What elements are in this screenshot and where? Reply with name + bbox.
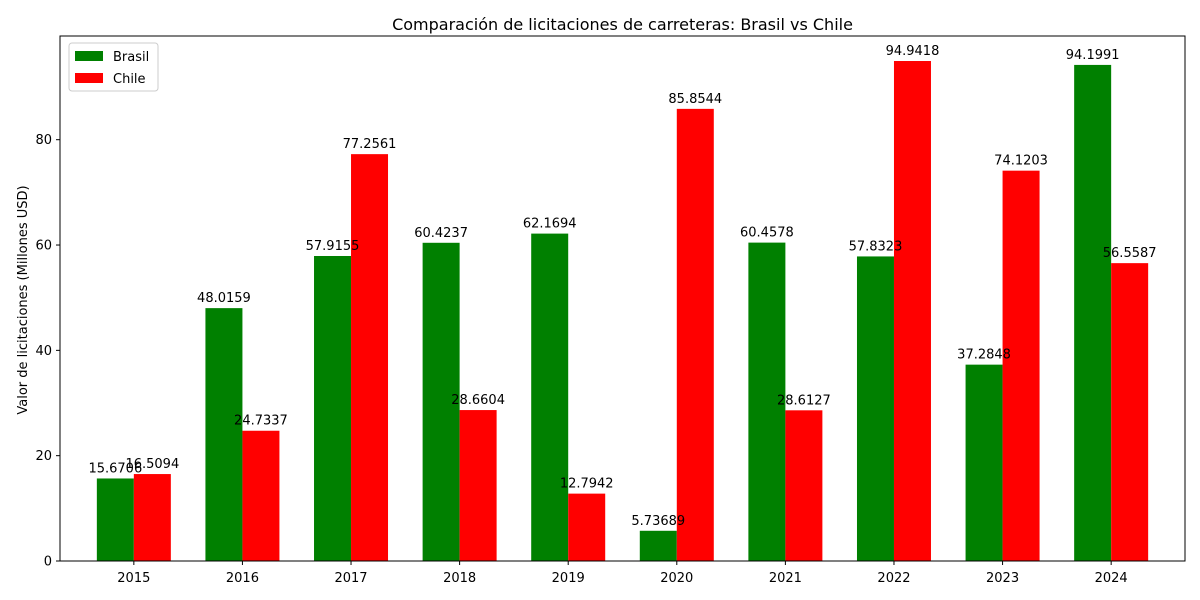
x-tick-label-2020: 2020 (660, 571, 693, 586)
axes-layer: 2015 2016 2017 2018 2019 2020 2021 2022 2023 2024… (35, 35, 1186, 586)
data-label-chile-2017: 77.2561 (343, 137, 397, 152)
y-tick-label-60: 60 (35, 239, 52, 254)
data-label-chile-2020: 85.8544 (668, 92, 722, 107)
bar-brasil-2023 (965, 364, 1003, 561)
data-label-chile-2022: 94.9418 (886, 44, 940, 59)
bar-chile-2018 (459, 410, 497, 561)
bar-brasil-2024 (1074, 64, 1112, 561)
data-label-brasil-2017: 57.9155 (306, 239, 360, 254)
data-label-chile-2023: 74.1203 (994, 154, 1048, 169)
x-tick-label-2024: 2024 (1095, 571, 1128, 586)
y-tick-label-80: 80 (35, 133, 52, 148)
data-label-brasil-2021: 60.4578 (740, 226, 794, 241)
x-tick-label-2023: 2023 (986, 571, 1019, 586)
bar-chile-2016 (242, 430, 280, 561)
data-label-chile-2019: 12.7942 (560, 477, 614, 492)
y-tick-label-20: 20 (35, 449, 52, 464)
bar-chile-2024 (1111, 263, 1149, 561)
data-label-chile-2021: 28.6127 (777, 393, 831, 408)
y-axis-title: Valor de licitaciones (Millones USD) (16, 185, 31, 414)
legend-label-chile: Chile (113, 72, 146, 87)
data-label-chile-2024: 56.5587 (1103, 246, 1157, 261)
bar-brasil-2017 (314, 255, 352, 562)
chart-title: Comparación de licitaciones de carretera… (392, 15, 853, 34)
x-tick-label-2015: 2015 (117, 571, 150, 586)
y-tick-label-0: 0 (44, 555, 52, 570)
data-label-chile-2015: 16.5094 (125, 457, 179, 472)
x-tick-label-2017: 2017 (334, 571, 367, 586)
bar-brasil-2022 (856, 256, 894, 561)
bar-chile-2020 (676, 108, 714, 561)
data-label-brasil-2020: 5.73689 (631, 514, 685, 529)
legend-label-brasil: Brasil (113, 50, 149, 65)
data-label-brasil-2023: 37.2848 (957, 348, 1011, 363)
data-label-chile-2018: 28.6604 (451, 393, 505, 408)
x-tick-label-2018: 2018 (443, 571, 476, 586)
x-tick-label-2022: 2022 (877, 571, 910, 586)
x-tick-label-2021: 2021 (769, 571, 802, 586)
bar-brasil-2015 (96, 478, 134, 561)
bar-brasil-2016 (205, 308, 243, 561)
bar-chile-2019 (568, 493, 606, 561)
data-label-brasil-2018: 60.4237 (414, 226, 468, 241)
x-tick-label-2019: 2019 (552, 571, 585, 586)
legend: Brasil Chile (68, 42, 159, 92)
bar-brasil-2019 (531, 233, 569, 561)
plot-frame (59, 35, 1186, 562)
bar-brasil-2020 (639, 530, 677, 561)
bar-brasil-2018 (422, 242, 460, 561)
data-label-brasil-2019: 62.1694 (523, 217, 577, 232)
legend-swatch-chile (75, 73, 103, 83)
data-label-chile-2016: 24.7337 (234, 414, 288, 429)
data-label-brasil-2022: 57.8323 (849, 239, 903, 254)
bar-chile-2017 (351, 154, 389, 561)
data-labels-layer: 15.6706 48.0159 57.9155 60.4237 62.1694 5.736… (88, 44, 1156, 529)
bar-chile-2015 (133, 474, 171, 561)
legend-swatch-brasil (75, 51, 103, 61)
bar-chile-2023 (1002, 170, 1040, 561)
bar-brasil-2021 (748, 242, 786, 561)
data-label-brasil-2015: 15.6706 (88, 461, 142, 476)
y-tick-label-40: 40 (35, 344, 52, 359)
data-label-brasil-2024: 94.1991 (1066, 48, 1120, 63)
data-label-brasil-2016: 48.0159 (197, 291, 251, 306)
bars-layer (96, 61, 1149, 562)
bar-chile-2022 (893, 61, 931, 562)
bar-chile-2021 (785, 410, 823, 561)
x-tick-label-2016: 2016 (226, 571, 259, 586)
